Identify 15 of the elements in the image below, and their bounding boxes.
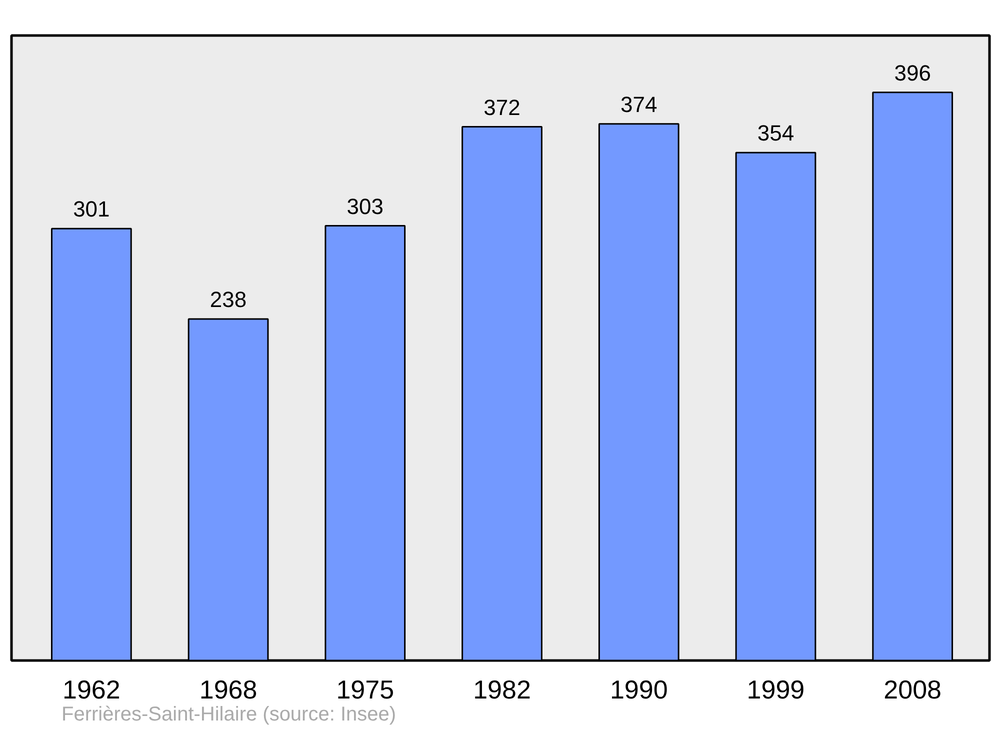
data-label: 374 (620, 92, 658, 117)
data-label: 372 (484, 94, 520, 120)
data-label: 396 (894, 60, 931, 86)
data-label: 301 (73, 196, 110, 222)
x-tick-label: 1999 (746, 674, 805, 704)
x-tick-label: 1968 (199, 674, 258, 704)
x-tick-label: 1990 (610, 674, 668, 704)
data-label: 354 (757, 120, 794, 146)
x-tick-label: 1962 (62, 674, 120, 704)
text: Ferrières-Saint-Hilaire (source: Insee) (62, 704, 396, 726)
x-tick-label: 1982 (473, 674, 531, 704)
x-tick-label: 2008 (884, 674, 942, 704)
data-label: 238 (210, 287, 247, 312)
data-label: 303 (346, 194, 384, 219)
x-tick-label: 1975 (336, 674, 394, 704)
